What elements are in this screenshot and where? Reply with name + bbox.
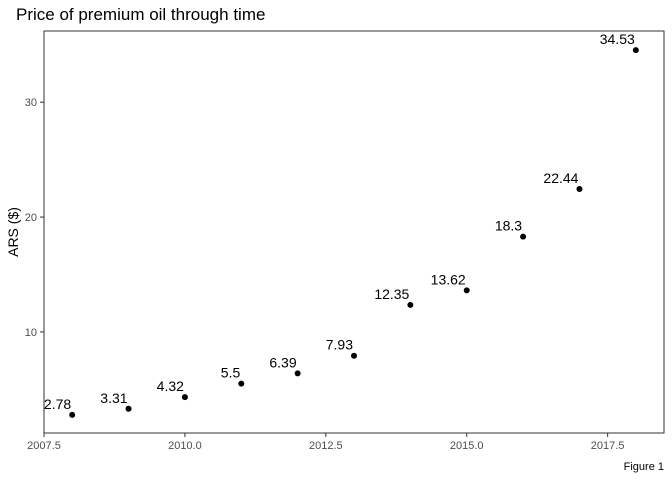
- data-point: [238, 380, 245, 387]
- figure-caption: Figure 1: [624, 461, 664, 473]
- data-labels: 2.78 3.31 4.32 5.5 6.39 7.93 12.35 13.62 18.3 22.…: [44, 31, 635, 412]
- data-label: 12.35: [374, 286, 409, 302]
- data-label: 2.78: [44, 396, 71, 412]
- data-point: [125, 405, 132, 412]
- data-label: 5.5: [221, 365, 241, 381]
- y-tick-label: 30: [25, 97, 37, 109]
- data-point: [351, 352, 357, 359]
- panel-border: [43, 30, 665, 434]
- data-point: [463, 287, 470, 294]
- panel-background: [44, 31, 664, 433]
- data-label: 18.3: [495, 218, 522, 234]
- data-label: 6.39: [269, 354, 296, 370]
- y-tick-label: 20: [25, 212, 37, 224]
- data-point: [294, 370, 301, 377]
- x-tick-label: 2015.0: [450, 440, 484, 452]
- data-points: [69, 47, 639, 418]
- data-point: [576, 186, 583, 193]
- x-tick-label: 2010.0: [168, 440, 202, 452]
- data-label: 22.44: [543, 170, 578, 186]
- chart-title: Price of premium oil through time: [16, 5, 265, 24]
- data-label: 34.53: [600, 31, 635, 47]
- x-axis-ticks: 2007.5 2010.0 2012.5 2015.0 2017.5: [27, 433, 624, 452]
- data-point: [69, 411, 76, 418]
- data-point: [181, 394, 188, 401]
- y-tick-label: 10: [25, 327, 37, 339]
- x-tick-label: 2017.5: [591, 440, 625, 452]
- plot-panel: [44, 31, 664, 433]
- data-label: 7.93: [326, 337, 353, 353]
- data-label: 13.62: [431, 271, 466, 287]
- data-label: 3.31: [100, 390, 127, 406]
- data-label: 4.32: [157, 378, 184, 394]
- x-tick-label: 2007.5: [27, 440, 61, 452]
- data-point: [407, 301, 414, 308]
- data-point: [520, 233, 527, 240]
- data-point: [632, 47, 639, 54]
- x-tick-label: 2012.5: [309, 440, 343, 452]
- y-axis-ticks: 10 20 30: [25, 97, 44, 339]
- y-axis-title: ARS ($): [5, 207, 21, 257]
